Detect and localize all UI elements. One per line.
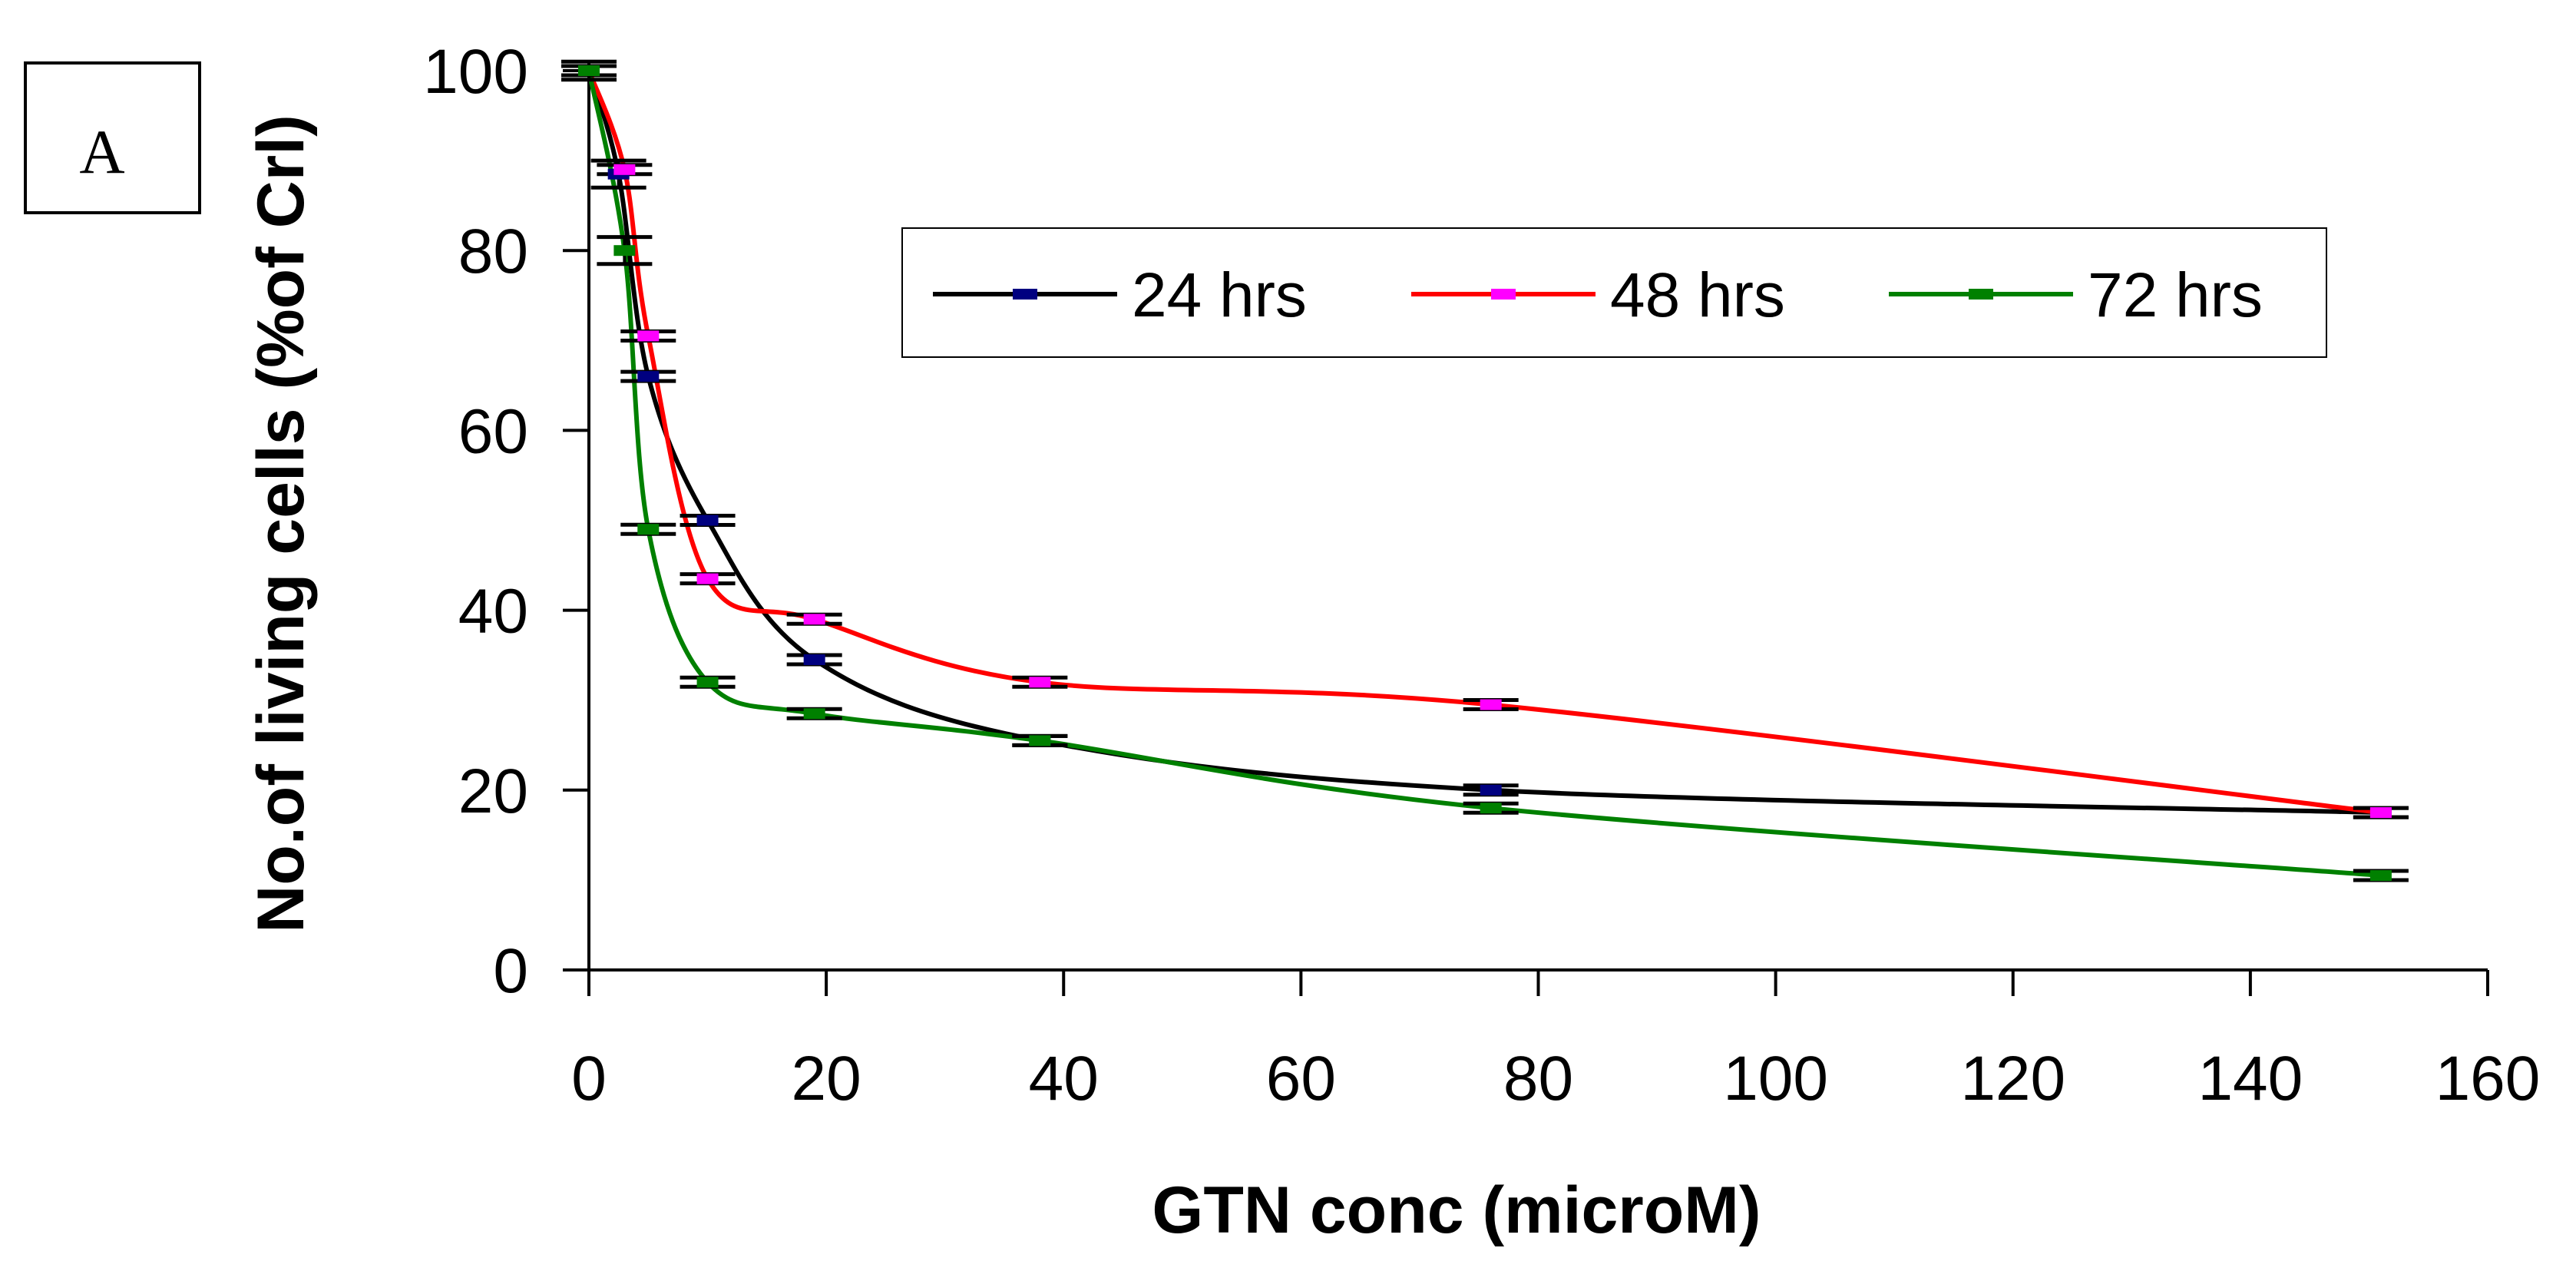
data-point-72-hrs <box>613 245 636 257</box>
legend-marker-48-hrs <box>1491 289 1516 300</box>
y-tick-label: 20 <box>458 756 528 826</box>
legend-marker-72-hrs <box>1969 289 1993 300</box>
legend-label: 24 hrs <box>1132 260 1307 330</box>
data-point-24-hrs <box>637 371 660 382</box>
x-tick-label: 20 <box>792 1044 861 1114</box>
series-line-48-hrs <box>587 68 2383 816</box>
y-ticks: 0 20 40 60 80 100 <box>423 37 589 1006</box>
x-tick-label: 160 <box>2435 1044 2541 1114</box>
legend-box <box>901 227 2327 358</box>
x-tick-label: 60 <box>1266 1044 1336 1114</box>
data-point-48-hrs <box>613 164 636 175</box>
y-tick-label: 80 <box>458 217 528 286</box>
series-line-24-hrs <box>587 68 2383 816</box>
y-axis-title: No.of living cells (%of Crl) <box>244 114 318 933</box>
x-ticks: 0 20 40 60 80 100 120 140 160 <box>571 970 2540 1114</box>
data-point-24-hrs <box>696 515 719 526</box>
data-point-72-hrs <box>803 708 825 720</box>
data-point-72-hrs <box>578 65 600 76</box>
y-tick-label: 60 <box>458 396 528 466</box>
legend-label: 48 hrs <box>1610 260 1785 330</box>
legend-label: 72 hrs <box>2088 260 2263 330</box>
x-tick-label: 80 <box>1503 1044 1573 1114</box>
x-tick-label: 140 <box>2197 1044 2303 1114</box>
data-point-48-hrs <box>1480 699 1502 710</box>
data-point-48-hrs <box>637 330 660 342</box>
data-point-48-hrs <box>803 614 825 625</box>
legend-item-24-hrs: 24 hrs <box>933 260 1307 330</box>
data-point-72-hrs <box>637 524 660 535</box>
legend-item-48-hrs: 48 hrs <box>1411 260 1785 330</box>
legend-item-72-hrs: 72 hrs <box>1889 260 2263 330</box>
x-tick-label: 120 <box>1960 1044 2065 1114</box>
data-point-72-hrs <box>696 677 719 688</box>
x-axis-title: GTN conc (microM) <box>1152 1173 1761 1247</box>
panel-label: A <box>79 117 124 187</box>
data-point-48-hrs <box>696 573 719 584</box>
x-tick-label: 40 <box>1029 1044 1099 1114</box>
x-tick-label: 100 <box>1723 1044 1828 1114</box>
x-tick-label: 0 <box>571 1044 607 1114</box>
data-point-24-hrs <box>803 654 825 666</box>
data-point-48-hrs <box>2369 807 2392 819</box>
legend-marker-24-hrs <box>1013 289 1037 300</box>
legend: 24 hrs 48 hrs 72 hrs <box>901 227 2327 358</box>
data-point-48-hrs <box>1029 677 1051 688</box>
data-point-72-hrs <box>1480 803 1502 814</box>
series-lines <box>587 68 2383 878</box>
series-line-72-hrs <box>587 68 2383 878</box>
y-tick-label: 40 <box>458 577 528 647</box>
series-markers <box>578 65 2392 882</box>
series-error-bars <box>561 59 2409 882</box>
panel-label-box: A <box>24 61 201 214</box>
data-point-24-hrs <box>1480 784 1502 796</box>
data-point-72-hrs <box>2369 870 2392 882</box>
y-tick-label: 100 <box>423 37 528 107</box>
data-point-72-hrs <box>1029 735 1051 746</box>
y-tick-label: 0 <box>493 936 528 1006</box>
axes <box>563 71 2488 972</box>
